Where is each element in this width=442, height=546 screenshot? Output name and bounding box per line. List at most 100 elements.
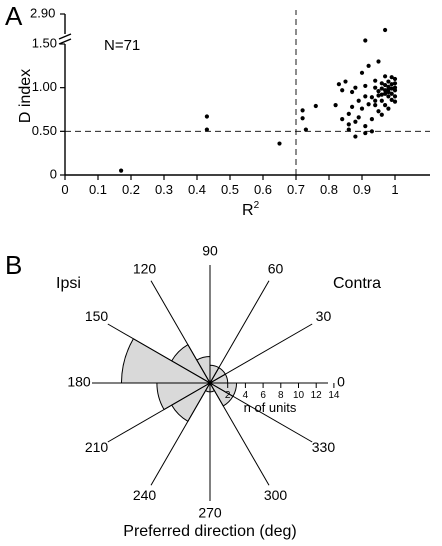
polar-spoke [107,323,211,384]
x-tick-label: 0.4 [188,182,206,197]
data-point [376,89,381,94]
data-point [363,94,368,99]
x-tick-label: 0.5 [221,182,239,197]
polar-spoke [107,382,211,443]
ipsi-label: Ipsi [56,275,81,292]
data-point [392,76,398,82]
polar-angle-label: 30 [316,308,332,324]
data-point [386,79,391,84]
radial-tick-label: 4 [243,390,249,401]
polar-angle-label: 180 [67,374,91,390]
polar-angle-label: 330 [312,439,336,455]
data-point [359,70,365,75]
x-tick-label: 0.2 [122,182,140,197]
polar-spoke [150,280,211,384]
data-point [336,82,341,87]
x-axis-label: R2 [242,200,260,219]
data-point [389,86,394,91]
data-point [373,103,378,108]
data-point [346,127,351,132]
polar-angle-label: 270 [198,505,222,521]
panel-b-letter: B [5,250,22,280]
data-point [363,83,368,89]
data-point [119,168,124,173]
y-tick-label: 0.50 [32,123,57,138]
data-point [356,98,361,103]
data-point [363,38,368,43]
radial-tick-label: 12 [311,390,323,401]
data-point [350,89,355,95]
panel-a-letter: A [5,1,23,31]
data-point [392,81,398,86]
polar-angle-label: 120 [133,260,157,276]
x-tick-label: 0.7 [287,182,305,197]
polar-spoke [209,323,313,384]
data-point [204,127,209,132]
polar-angle-label: 240 [133,487,157,503]
data-point [383,103,388,108]
radial-tick-label: 6 [260,390,266,401]
data-point [386,89,391,95]
data-point [383,27,388,33]
polar-spoke [209,382,313,443]
data-point [389,75,394,80]
polar-wedges [120,338,238,423]
data-point [363,130,368,136]
x-tick-label: 0.9 [353,182,371,197]
polar-angle-label: 150 [85,308,109,324]
data-point [333,103,338,108]
data-point [392,85,398,90]
polar-spoke [150,382,211,486]
x-tick-label: 0.6 [254,182,272,197]
y-break-label: 2.90 [30,5,55,20]
polar-spoke [209,280,270,384]
polar-spokes [92,265,328,501]
x-ticks: 0 0.1 0.2 0.3 0.4 0.5 0.6 0.7 0.8 0.9 1 [61,175,399,197]
data-point [353,119,358,124]
data-point [346,122,351,127]
data-point [313,103,318,109]
data-point [386,94,391,99]
x-axis-label-sup: 2 [254,200,260,211]
y-axis-break-mark [58,33,72,40]
data-point [353,85,358,90]
data-point [389,97,394,102]
data-point [369,95,374,100]
y-axis-break-mark [58,38,72,45]
data-point [346,111,351,116]
data-point [277,141,282,146]
polar-angle-label: 210 [85,439,109,455]
data-point [300,116,305,121]
data-point [389,91,394,96]
y-tick-label: 1.50 [32,35,57,50]
data-point [340,88,345,93]
data-point [376,59,381,64]
data-point [353,134,358,139]
x-tick-label: 0 [61,182,68,197]
polar-angle-label: 60 [268,260,284,276]
data-point [373,98,378,103]
data-point [300,108,305,113]
x-tick-label: 0.3 [155,182,173,197]
radial-tick-label: 14 [328,390,340,401]
data-point [392,99,398,104]
data-point [303,127,308,132]
polar-angle-label: 0 [337,374,345,390]
data-point [383,91,388,96]
data-point [363,123,368,129]
data-point [356,115,361,120]
x-axis-label-main: R [242,202,254,219]
data-point [379,92,384,97]
data-point [376,93,381,98]
radial-tick-label: 2 [225,390,231,401]
radial-axis-label: n of units [244,400,297,415]
polar-angle-label: 300 [264,487,288,503]
radial-tick-label: 8 [278,390,284,401]
data-point [383,82,388,88]
n-label: N=71 [104,37,140,54]
y-tick-label: 1.00 [32,79,57,94]
data-point [376,109,381,114]
data-point [366,63,371,68]
x-tick-label: 0.1 [89,182,107,197]
